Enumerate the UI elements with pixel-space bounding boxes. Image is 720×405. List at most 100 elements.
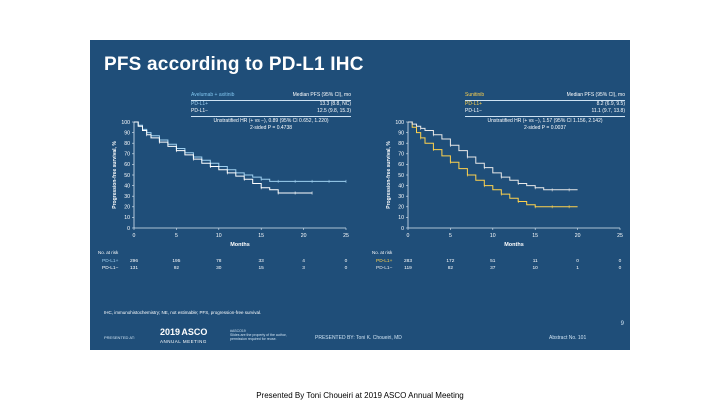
y-tick-label: 90: [124, 130, 130, 136]
legend-arm-sunitinib: Sunitinib: [465, 92, 485, 98]
y-axis-label: Progression-free survival, %: [386, 141, 392, 209]
y-tick-label: 50: [398, 173, 404, 179]
risk-count: 33: [259, 258, 265, 264]
legend-row-pdl1-neg: PD-L1− 12.5 (9.8, 15.3): [191, 108, 351, 114]
risk-count: 30: [216, 265, 222, 271]
risk-row-label: PD-L1−: [102, 265, 119, 271]
risk-count: 3: [302, 265, 305, 271]
y-tick-label: 30: [124, 194, 130, 200]
caption: Presented By Toni Choueiri at 2019 ASCO …: [256, 391, 464, 400]
y-tick-label: 20: [398, 205, 404, 211]
slide-footer: PRESENTED AT: 2019 ASCO ANNUAL MEETING #…: [90, 326, 630, 350]
x-tick-label: 5: [449, 233, 452, 239]
footnote: IHC, immunohistochemistry; NE, not estim…: [104, 310, 262, 315]
panel-avelumab: Avelumab + axitinib Median PFS (95% CI),…: [96, 92, 351, 292]
panel-sunitinib: Sunitinib Median PFS (95% CI), mo PD-L1+…: [370, 92, 625, 292]
y-tick-label: 0: [401, 226, 404, 232]
km-curve-pdl1-neg: [134, 121, 313, 194]
risk-count: 283: [404, 258, 412, 264]
p-value: 2-sided P = 0.4738: [249, 125, 293, 131]
y-tick-label: 20: [124, 205, 130, 211]
risk-count: 0: [345, 258, 348, 264]
risk-count: 119: [404, 265, 412, 271]
x-axis-label: Months: [230, 242, 250, 248]
y-tick-label: 100: [395, 120, 404, 126]
x-axis-label: Months: [504, 242, 524, 248]
y-axis-label: Progression-free survival, %: [112, 141, 118, 209]
risk-count: 82: [448, 265, 454, 271]
y-tick-label: 80: [124, 141, 130, 147]
y-tick-label: 90: [398, 130, 404, 136]
risk-count: 78: [216, 258, 222, 264]
slide-title: PFS according to PD-L1 IHC: [104, 54, 364, 75]
y-tick-label: 60: [398, 162, 404, 168]
legend-table-avelumab: Avelumab + axitinib Median PFS (95% CI),…: [191, 92, 351, 132]
p-value: 2-sided P = 0.0037: [523, 125, 567, 131]
risk-row-label: PD-L1+: [102, 258, 119, 264]
x-tick-label: 15: [532, 233, 538, 239]
risk-count: 1: [576, 265, 579, 271]
x-tick-label: 10: [490, 233, 496, 239]
x-tick-label: 5: [175, 233, 178, 239]
abstract-number: Abstract No. 101: [549, 335, 587, 341]
km-curve-pdl1-pos: [408, 121, 578, 208]
y-tick-label: 100: [121, 120, 130, 126]
hazard-ratio: Unstratified HR (+ vs −), 0.89 (95% CI 0…: [191, 116, 351, 125]
legend-column-header: Median PFS (95% CI), mo: [292, 92, 351, 98]
risk-count: 15: [259, 265, 265, 271]
y-tick-label: 40: [398, 183, 404, 189]
legend-row-pdl1-pos: PD-L1+ 13.3 (8.8, NC): [191, 101, 351, 107]
asco-note: #ASCO19 Slides are the property of the a…: [230, 329, 287, 341]
risk-count: 51: [490, 258, 496, 264]
presenter: PRESENTED BY: Toni K. Choueiri, MD: [315, 335, 402, 341]
risk-count: 0: [619, 265, 622, 271]
risk-count: 296: [130, 258, 138, 264]
legend-row-pdl1-neg: PD-L1− 11.1 (9.7, 13.8): [465, 108, 625, 114]
km-curve-pdl1-neg: [408, 121, 578, 191]
y-tick-label: 40: [124, 183, 130, 189]
x-tick-label: 20: [575, 233, 581, 239]
y-tick-label: 70: [124, 152, 130, 158]
x-tick-label: 0: [407, 233, 410, 239]
risk-count: 37: [490, 265, 496, 271]
y-tick-label: 10: [398, 215, 404, 221]
presented-at-label: PRESENTED AT:: [104, 335, 135, 340]
risk-count: 195: [172, 258, 180, 264]
km-curve-pdl1-pos: [134, 121, 346, 182]
risk-row-label: PD-L1+: [376, 258, 393, 264]
risk-count: 92: [174, 265, 180, 271]
y-tick-label: 60: [124, 162, 130, 168]
risk-count: 10: [533, 265, 539, 271]
y-tick-label: 0: [127, 226, 130, 232]
risk-table-label: No. at risk: [372, 250, 393, 255]
risk-count: 11: [533, 258, 538, 264]
legend-arm-avelumab: Avelumab + axitinib: [191, 92, 235, 98]
legend-column-header: Median PFS (95% CI), mo: [566, 92, 625, 98]
y-tick-label: 10: [124, 215, 130, 221]
slide: PFS according to PD-L1 IHC Avelumab + ax…: [90, 40, 630, 350]
legend-row-pdl1-pos: PD-L1+ 8.2 (6.9, 9.5): [465, 101, 625, 107]
y-tick-label: 50: [124, 173, 130, 179]
hazard-ratio: Unstratified HR (+ vs −), 1.57 (95% CI 1…: [465, 116, 625, 125]
risk-count: 0: [345, 265, 348, 271]
y-tick-label: 30: [398, 194, 404, 200]
y-tick-label: 70: [398, 152, 404, 158]
risk-count: 131: [130, 265, 138, 271]
risk-count: 4: [302, 258, 305, 264]
page-number: 9: [620, 321, 624, 327]
x-tick-label: 15: [258, 233, 264, 239]
legend-table-sunitinib: Sunitinib Median PFS (95% CI), mo PD-L1+…: [465, 92, 625, 132]
x-tick-label: 0: [133, 233, 136, 239]
y-tick-label: 80: [398, 141, 404, 147]
asco-annual-meeting-logo: 2019 ASCO ANNUAL MEETING: [160, 327, 208, 345]
x-tick-label: 10: [216, 233, 222, 239]
risk-row-label: PD-L1−: [376, 265, 393, 271]
x-tick-label: 25: [617, 233, 623, 239]
risk-count: 0: [576, 258, 579, 264]
x-tick-label: 20: [301, 233, 307, 239]
x-tick-label: 25: [343, 233, 349, 239]
risk-count: 172: [446, 258, 454, 264]
risk-table-label: No. at risk: [98, 250, 119, 255]
